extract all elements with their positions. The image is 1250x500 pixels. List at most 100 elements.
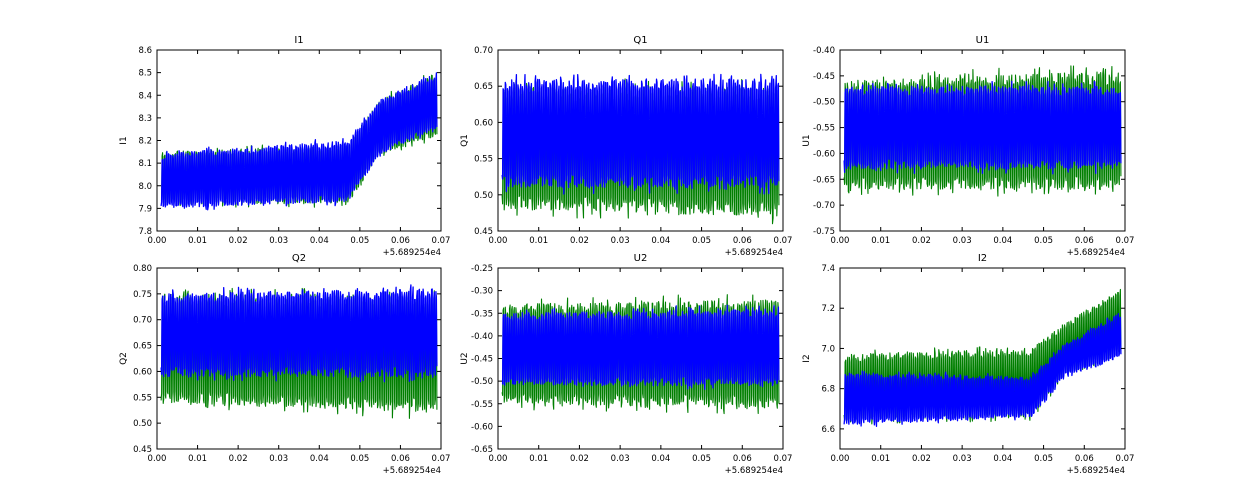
- x-tick-label: 0.04: [993, 236, 1012, 246]
- y-tick-label: 8.6: [138, 46, 152, 56]
- axes-frame: [839, 267, 1126, 450]
- y-axis-label: I1: [119, 136, 129, 144]
- x-tick-label: 0.04: [310, 454, 329, 464]
- x-tick-label: 0.06: [733, 236, 752, 246]
- y-tick-label: -0.55: [471, 400, 493, 410]
- axes-frame: [839, 49, 1126, 232]
- subplot-u1: 0.00 0.01 0.02 0.03 0.04 0.05 0.06 0.07 -0.75 -0.…: [802, 35, 1134, 258]
- y-tick-label: 8.1: [138, 159, 152, 169]
- x-tick-label: 0.00: [831, 454, 850, 464]
- y-tick-label: -0.45: [471, 355, 493, 365]
- x-tick-label: 0.05: [692, 454, 711, 464]
- y-tick-label: 8.4: [138, 91, 152, 101]
- y-tick-label: 0.60: [133, 367, 152, 377]
- y-tick-label: -0.50: [813, 98, 835, 108]
- x-tick-label: 0.05: [350, 236, 369, 246]
- y-tick-label: 0.45: [474, 227, 493, 237]
- y-tick-label: -0.60: [813, 149, 835, 159]
- y-axis-label: U2: [460, 352, 470, 364]
- y-tick-label: 7.8: [138, 227, 152, 237]
- y-tick-label: 0.60: [474, 118, 493, 128]
- chart-title: U1: [976, 35, 990, 46]
- x-tick-label: 0.05: [350, 454, 369, 464]
- y-tick-label: 0.65: [474, 82, 493, 92]
- x-offset-label: +5.689254e4: [383, 466, 441, 476]
- subplot-u2: 0.00 0.01 0.02 0.03 0.04 0.05 0.06 0.07 -0.65 -0.…: [460, 253, 792, 476]
- x-tick-label: 0.00: [148, 454, 167, 464]
- y-axis-label: Q2: [119, 352, 129, 365]
- y-tick-label: 0.45: [133, 445, 152, 455]
- x-tick-label: 0.07: [774, 454, 793, 464]
- x-tick-label: 0.02: [912, 454, 931, 464]
- y-tick-label: -0.60: [471, 422, 493, 432]
- x-tick-label: 0.06: [1075, 236, 1094, 246]
- y-tick-label: 0.70: [133, 316, 152, 326]
- series-line: [160, 72, 438, 211]
- x-tick-label: 0.05: [1034, 236, 1053, 246]
- y-axis-label: U1: [802, 134, 812, 146]
- x-tick-label: 0.01: [188, 236, 207, 246]
- x-tick-label: 0.06: [1075, 454, 1094, 464]
- x-tick-label: 0.00: [831, 236, 850, 246]
- x-tick-label: 0.05: [692, 236, 711, 246]
- chart-title: Q2: [292, 253, 306, 264]
- x-tick-label: 0.03: [611, 236, 630, 246]
- plot-area: [501, 73, 780, 225]
- x-tick-label: 0.06: [733, 454, 752, 464]
- y-tick-label: 7.4: [821, 264, 835, 274]
- x-tick-label: 0.03: [953, 454, 972, 464]
- y-tick-label: 6.8: [821, 385, 835, 395]
- y-tick-label: 7.0: [821, 344, 835, 354]
- series-line: [843, 80, 1122, 175]
- y-tick-label: -0.40: [813, 46, 835, 56]
- plot-area: [160, 284, 438, 419]
- y-tick-label: -0.50: [471, 377, 493, 387]
- x-tick-label: 0.04: [651, 236, 670, 246]
- x-tick-label: 0.06: [391, 454, 410, 464]
- y-tick-label: 0.50: [133, 419, 152, 429]
- x-tick-label: 0.02: [229, 454, 248, 464]
- y-tick-label: -0.30: [471, 287, 493, 297]
- y-tick-label: -0.65: [471, 445, 493, 455]
- y-tick-label: -0.40: [471, 332, 493, 342]
- x-offset-label: +5.689254e4: [725, 466, 783, 476]
- chart-title: Q1: [633, 35, 647, 46]
- x-tick-label: 0.03: [269, 454, 288, 464]
- y-tick-label: 0.75: [133, 290, 152, 300]
- x-tick-label: 0.00: [489, 236, 508, 246]
- y-tick-label: 0.80: [133, 264, 152, 274]
- x-tick-label: 0.07: [1116, 454, 1135, 464]
- series-line: [501, 304, 780, 390]
- x-tick-label: 0.06: [391, 236, 410, 246]
- x-offset-label: +5.689254e4: [1067, 248, 1125, 258]
- series-line: [843, 313, 1122, 427]
- plot-area: [843, 288, 1122, 427]
- y-tick-label: 7.9: [138, 204, 152, 214]
- y-tick-label: 0.55: [133, 393, 152, 403]
- x-tick-label: 0.00: [489, 454, 508, 464]
- x-tick-label: 0.01: [871, 236, 890, 246]
- chart-title: U2: [634, 253, 648, 264]
- x-offset-label: +5.689254e4: [725, 248, 783, 258]
- x-tick-label: 0.03: [611, 454, 630, 464]
- x-tick-label: 0.04: [310, 236, 329, 246]
- x-tick-label: 0.02: [229, 236, 248, 246]
- subplot-q2: 0.00 0.01 0.02 0.03 0.04 0.05 0.06 0.07 0.45 0.50…: [119, 253, 450, 476]
- x-tick-label: 0.02: [570, 454, 589, 464]
- x-tick-label: 0.01: [529, 454, 548, 464]
- x-tick-label: 0.02: [912, 236, 931, 246]
- chart-title: I2: [978, 253, 987, 264]
- y-axis-label: Q1: [460, 134, 470, 147]
- y-tick-label: -0.35: [471, 309, 493, 319]
- axes-frame: [497, 49, 784, 232]
- x-tick-label: 0.05: [1034, 454, 1053, 464]
- x-tick-label: 0.01: [188, 454, 207, 464]
- series-line: [160, 284, 438, 383]
- y-tick-label: 6.6: [821, 425, 835, 435]
- chart-title: I1: [294, 35, 303, 46]
- plot-area: [843, 65, 1122, 197]
- x-tick-label: 0.01: [871, 454, 890, 464]
- subplot-i1: 0.00 0.01 0.02 0.03 0.04 0.05 0.06 0.07 7.8 7.9 8.…: [119, 35, 450, 258]
- y-tick-label: -0.70: [813, 201, 835, 211]
